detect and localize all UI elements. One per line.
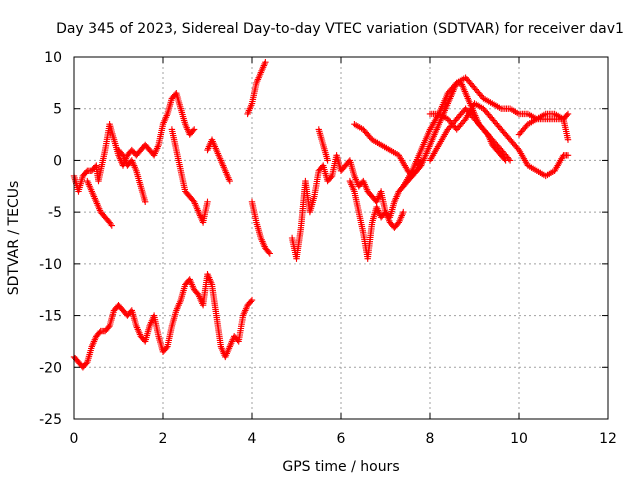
- data-point: [564, 136, 572, 143]
- data-point: [163, 344, 170, 352]
- data-point: [189, 127, 197, 134]
- series-arc-e: [204, 136, 233, 185]
- series-arc-j: [315, 126, 331, 164]
- y-axis-label: SDTVAR / TECUs: [6, 181, 22, 296]
- y-tick-label: -20: [39, 360, 62, 376]
- series-arc-c: [115, 146, 149, 205]
- x-tick-label: 10: [510, 431, 528, 447]
- data-point: [564, 152, 572, 159]
- series-arc-p: [515, 110, 572, 143]
- x-tick-label: 4: [248, 431, 257, 447]
- data-point: [262, 59, 269, 66]
- series-arc-k: [346, 177, 407, 262]
- series-arc-d: [168, 126, 211, 226]
- series-arc-m: [400, 74, 572, 190]
- axis-ticks: 0 2 4 6 8 10 12 10 5 0 -5 -10 -15 -20 -25: [39, 50, 617, 447]
- data-point: [506, 157, 514, 164]
- data-point: [108, 222, 115, 229]
- grid: [74, 57, 608, 419]
- y-tick-label: 5: [53, 102, 62, 118]
- x-tick-label: 8: [426, 431, 435, 447]
- data-point: [191, 126, 198, 133]
- series-arc-h: [248, 198, 273, 257]
- series-arc-a: [70, 90, 198, 195]
- x-axis-label: GPS time / hours: [282, 459, 399, 475]
- chart-title: Day 345 of 2023, Sidereal Day-to-day VTE…: [56, 21, 624, 37]
- series-arc-g: [244, 59, 269, 118]
- x-tick-label: 2: [159, 431, 168, 447]
- series-arc-n: [426, 100, 572, 180]
- x-tick-label: 6: [337, 431, 346, 447]
- y-tick-label: -5: [48, 205, 62, 221]
- data-point: [142, 198, 149, 205]
- data-point: [247, 298, 255, 305]
- data-point: [564, 110, 572, 118]
- data-point: [265, 249, 272, 256]
- data-point: [204, 198, 211, 205]
- y-tick-label: -25: [39, 412, 62, 428]
- y-tick-label: -15: [39, 309, 62, 325]
- data-point: [248, 296, 256, 304]
- series-arc-i: [288, 152, 425, 262]
- data-point: [324, 157, 331, 164]
- data-point: [266, 250, 273, 257]
- x-tick-label: 0: [70, 431, 79, 447]
- series-arc-f: [70, 271, 256, 371]
- y-tick-label: 0: [53, 153, 62, 169]
- data-point: [505, 155, 512, 163]
- data-point: [226, 177, 233, 185]
- data-point: [327, 174, 335, 181]
- data-marks: [70, 59, 572, 371]
- data-point: [563, 112, 570, 119]
- y-tick-label: 10: [44, 50, 62, 66]
- y-tick-label: -10: [39, 257, 62, 273]
- x-tick-label: 12: [599, 431, 617, 447]
- series-arc-b: [84, 177, 115, 229]
- series-arc-o: [426, 105, 514, 164]
- data-point: [400, 208, 407, 216]
